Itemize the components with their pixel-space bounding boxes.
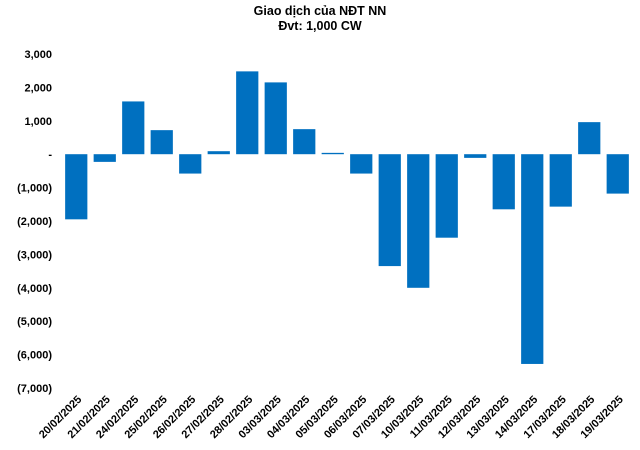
bar (293, 129, 316, 155)
bar (122, 101, 145, 155)
bar (549, 154, 572, 207)
y-tick-label: (4,000) (17, 283, 52, 295)
bar (350, 154, 373, 174)
bar (264, 82, 287, 155)
bar (606, 154, 629, 194)
y-tick-label: (3,000) (17, 249, 52, 261)
chart-subtitle: Đvt: 1,000 CW (278, 19, 362, 33)
y-tick-label: 3,000 (24, 49, 52, 61)
bar (407, 154, 430, 288)
y-tick-label: (6,000) (17, 350, 52, 362)
bar (521, 154, 544, 364)
chart-title: Giao dịch của NĐT NN (253, 4, 387, 18)
y-tick-label: 1,000 (24, 116, 52, 128)
y-tick-label: (5,000) (17, 316, 52, 328)
y-tick-label: 2,000 (24, 82, 52, 94)
bar (464, 154, 487, 158)
bar (492, 154, 515, 210)
bar (435, 154, 458, 238)
y-tick-label: (2,000) (17, 216, 52, 228)
bar (179, 154, 202, 174)
bar (93, 154, 116, 162)
y-tick-label: (7,000) (17, 383, 52, 395)
bar (150, 130, 173, 155)
bar (65, 154, 88, 220)
bar (578, 122, 601, 155)
bar (236, 71, 259, 155)
bar (321, 152, 344, 155)
bar (378, 154, 401, 267)
bar (207, 151, 230, 155)
y-tick-label: - (48, 149, 52, 161)
y-tick-label: (1,000) (17, 183, 52, 195)
